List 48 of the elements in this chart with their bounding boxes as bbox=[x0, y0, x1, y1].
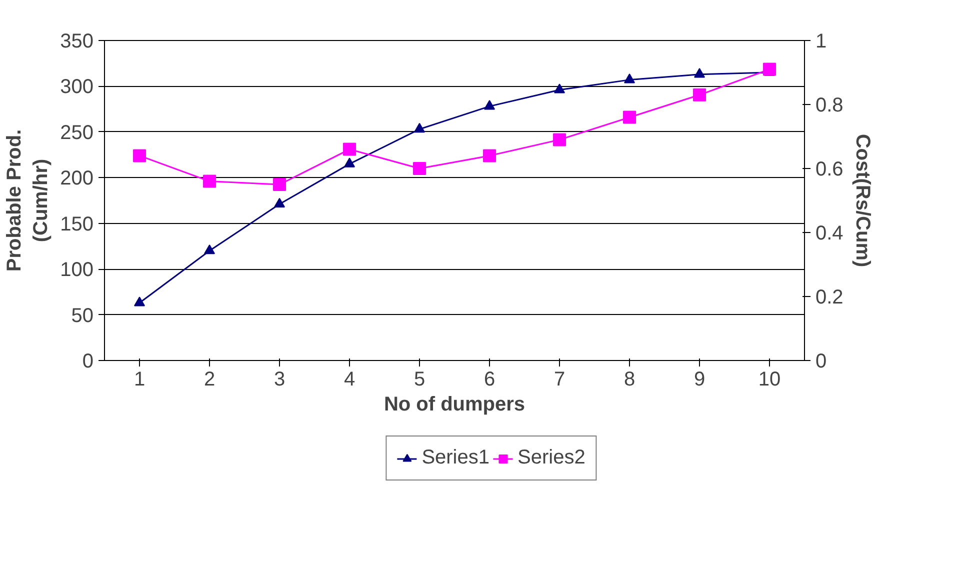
y-tick-label: 0 bbox=[82, 350, 94, 372]
y2-tick-label: 0.4 bbox=[816, 222, 844, 244]
point bbox=[553, 133, 566, 146]
point bbox=[344, 158, 355, 168]
point bbox=[133, 149, 146, 162]
point bbox=[204, 244, 215, 254]
x-tick-label: 5 bbox=[414, 368, 426, 390]
y-tick-label: 350 bbox=[60, 30, 94, 52]
y-axis-title: Probable Prod. (Cum/hr) bbox=[4, 129, 52, 272]
legend-label: Series1 bbox=[422, 446, 490, 470]
point bbox=[694, 68, 705, 78]
point bbox=[413, 162, 426, 175]
x-tick-label: 9 bbox=[694, 368, 706, 390]
y-tick-label: 50 bbox=[71, 304, 94, 327]
point bbox=[693, 88, 706, 102]
point bbox=[483, 149, 496, 162]
point bbox=[414, 122, 425, 133]
y-tick-label: 200 bbox=[60, 168, 94, 190]
y-tick-label: 250 bbox=[60, 122, 94, 144]
x-tick-label: 4 bbox=[344, 368, 356, 390]
y-tick-label: 150 bbox=[60, 213, 94, 236]
y2-tick-label: 0.8 bbox=[816, 94, 844, 116]
y2-tick-label: 0.6 bbox=[816, 158, 844, 180]
legend-label: Series2 bbox=[518, 446, 586, 470]
point bbox=[623, 110, 636, 124]
y2-tick-label: 0.2 bbox=[816, 286, 844, 308]
x-tick-label: 1 bbox=[134, 368, 146, 390]
point bbox=[624, 74, 635, 84]
y-tick-label: 100 bbox=[60, 259, 94, 282]
x-tick-label: 2 bbox=[204, 368, 216, 390]
point bbox=[203, 174, 216, 188]
y-tick-label: 300 bbox=[60, 76, 94, 98]
point bbox=[484, 100, 495, 110]
point bbox=[343, 142, 356, 156]
y2-tick-label: 1 bbox=[816, 30, 827, 52]
y2-tick-label: 0 bbox=[816, 350, 827, 372]
x-tick-label: 10 bbox=[758, 368, 781, 390]
x-tick-label: 7 bbox=[554, 368, 566, 390]
point bbox=[273, 178, 286, 191]
point bbox=[274, 198, 285, 208]
x-tick-label: 6 bbox=[484, 368, 496, 390]
point bbox=[554, 84, 565, 94]
point bbox=[763, 62, 776, 76]
x-tick-label: 3 bbox=[274, 368, 286, 390]
x-tick-label: 8 bbox=[624, 368, 636, 390]
point bbox=[134, 296, 145, 306]
y2-axis-title: Cost(Rs/Cum) bbox=[851, 134, 874, 268]
x-axis-title: No of dumpers bbox=[384, 394, 526, 416]
